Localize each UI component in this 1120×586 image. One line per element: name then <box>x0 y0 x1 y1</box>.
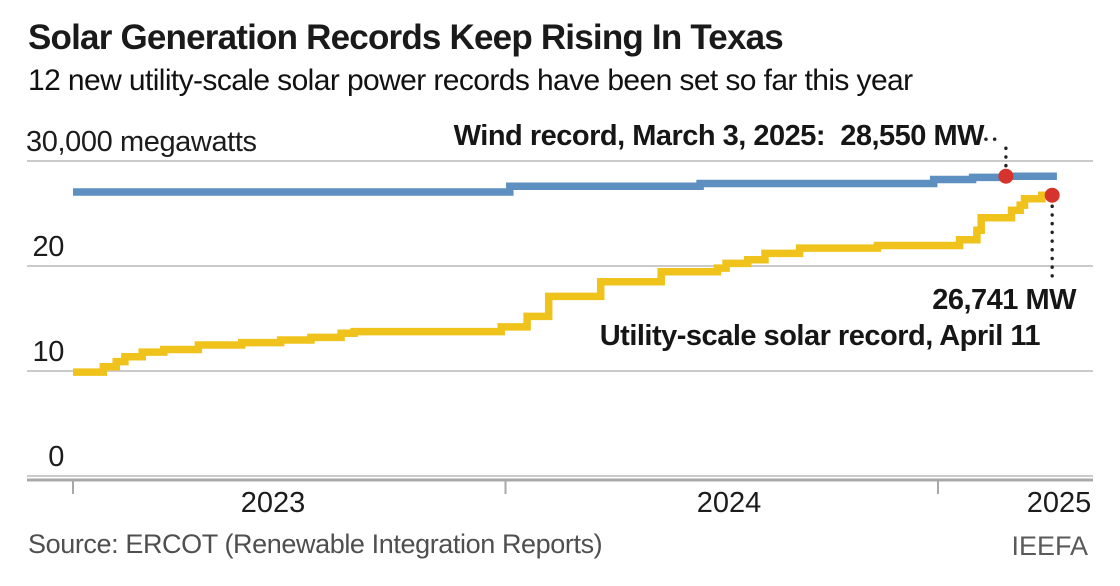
record-markers <box>984 137 1060 284</box>
solar-record-label-annotation: Utility-scale solar record, April 11 <box>599 320 1041 352</box>
source-credit: Source: ERCOT (Renewable Integration Rep… <box>28 529 603 559</box>
y-tick-label-0: 0 <box>48 441 64 473</box>
x-tick-label-2025: 2025 <box>1026 487 1092 519</box>
page-subtitle: 12 new utility-scale solar power records… <box>28 64 913 97</box>
org-credit: IEEFA <box>1011 531 1088 561</box>
wind-record-annotation: Wind record, March 3, 2025: 28,550 MW <box>453 120 985 152</box>
record-dot <box>1044 187 1060 203</box>
y-tick-label-20000: 20 <box>32 231 65 263</box>
y-tick-label-10000: 10 <box>32 336 65 368</box>
x-tick-label-2024: 2024 <box>696 487 762 519</box>
x-tick-label-2023: 2023 <box>240 487 306 519</box>
leader-dotted-line <box>984 137 1008 169</box>
utility-scale-solar-record-line <box>73 191 1057 376</box>
wind-record-line <box>73 172 1057 196</box>
page-title: Solar Generation Records Keep Rising In … <box>28 18 784 57</box>
solar-record-value-annotation: 26,741 MW <box>932 284 1076 316</box>
y-axis-unit-label: 30,000 megawatts <box>26 126 257 158</box>
record-dot <box>998 168 1014 184</box>
x-axis-ticks <box>72 481 939 494</box>
